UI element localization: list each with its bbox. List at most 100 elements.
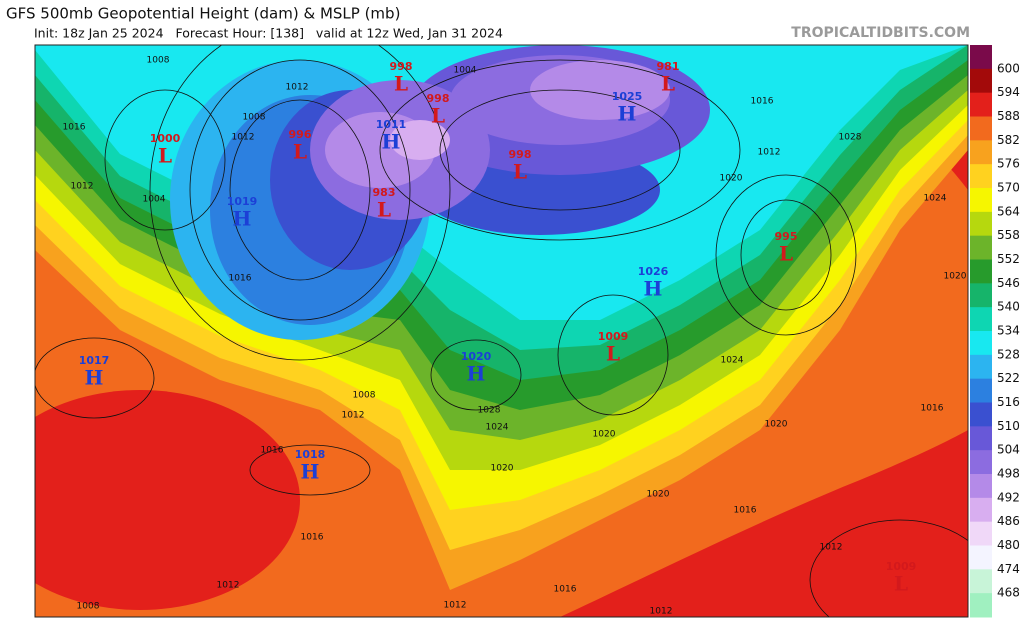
colorbar-label: 522	[997, 371, 1020, 385]
center-letter: H	[233, 207, 252, 231]
isobar-label: 1024	[721, 356, 744, 366]
colorbar-cell	[970, 545, 992, 570]
isobar-label: 1012	[71, 182, 94, 192]
center-letter: H	[382, 130, 401, 154]
colorbar-cell	[970, 211, 992, 237]
colorbar-label: 588	[997, 109, 1020, 123]
center-letter: L	[606, 342, 620, 366]
colorbar-cell	[970, 474, 992, 499]
isobar-label: 1008	[243, 113, 266, 123]
center-value: 1009	[886, 560, 917, 573]
center-value: 1011	[376, 118, 407, 131]
colorbar-cell	[970, 92, 992, 117]
center-value: 996	[289, 128, 312, 141]
map-frame	[34, 44, 969, 618]
colorbar-label: 534	[997, 324, 1020, 338]
colorbar-label: 552	[997, 252, 1020, 266]
colorbar-cell	[970, 164, 992, 189]
isobar	[35, 337, 155, 419]
watermark: TROPICALTIDBITS.COM	[791, 25, 970, 41]
colorbar-cell	[970, 68, 992, 94]
isobar	[557, 294, 669, 416]
colorbar-label: 486	[997, 514, 1020, 528]
isobar-label: 1012	[758, 148, 781, 158]
center-letter: L	[661, 72, 675, 96]
center-letter: H	[301, 460, 320, 484]
colorbar-label: 468	[997, 586, 1020, 600]
subtitle: Init: 18z Jan 25 2024 Forecast Hour: [13…	[34, 26, 503, 41]
colorbar-label: 480	[997, 538, 1020, 552]
isobar	[715, 174, 857, 336]
colorbar-label: 474	[997, 562, 1020, 576]
isobar	[149, 45, 451, 361]
center-letter: L	[431, 104, 445, 128]
isobar-label: 1020	[944, 272, 967, 282]
center-value: 1017	[79, 354, 110, 367]
isobar-label: 1012	[820, 543, 843, 553]
center-value: 983	[373, 186, 396, 199]
center-value: 1020	[461, 350, 492, 363]
colorbar-cell	[970, 521, 992, 546]
center-letter: H	[644, 277, 663, 301]
colorbar-cell	[970, 593, 992, 618]
colorbar-cell	[970, 378, 992, 403]
isobar	[229, 99, 371, 281]
center-letter: H	[85, 366, 104, 390]
center-letter: H	[618, 102, 637, 126]
isobar-label: 1008	[353, 391, 376, 401]
colorbar: 600 594 588 582 576 570 564 558 552 546 540 534 528 5…	[970, 45, 1020, 618]
isobar-label: 1004	[143, 195, 166, 205]
colorbar-cell	[970, 235, 992, 260]
isobar-label: 1016	[301, 533, 324, 543]
colorbar-label: 582	[997, 133, 1020, 147]
isobar-label: 1020	[593, 430, 616, 440]
colorbar-label: 510	[997, 419, 1020, 433]
colorbar-cell	[970, 497, 992, 523]
center-value: 998	[390, 60, 413, 73]
colorbar-cell	[970, 283, 992, 308]
colorbar-cell	[970, 569, 992, 594]
center-value: 1009	[598, 330, 629, 343]
isobar-label: 1020	[720, 174, 743, 184]
isobar-label: 1016	[229, 274, 252, 284]
colorbar-label: 576	[997, 157, 1020, 171]
isobar-label: 1020	[647, 490, 670, 500]
isobar-label: 1012	[444, 601, 467, 611]
center-letter: L	[377, 198, 391, 222]
isobar	[104, 89, 226, 231]
center-value: 1018	[295, 448, 326, 461]
isobar-label: 1016	[751, 97, 774, 107]
colorbar-label: 600	[997, 61, 1020, 75]
colorbar-cell	[970, 307, 992, 332]
center-letter: L	[158, 144, 172, 168]
height-band	[35, 390, 300, 610]
colorbar-label: 528	[997, 347, 1020, 361]
colorbar-label: 558	[997, 228, 1020, 242]
colorbar-cell	[970, 402, 992, 427]
center-value: 998	[427, 92, 450, 105]
center-value: 1025	[612, 90, 643, 103]
colorbar-label: 516	[997, 395, 1020, 409]
isobar-label: 1020	[491, 464, 514, 474]
center-value: 1000	[150, 132, 181, 145]
center-value: 998	[509, 148, 532, 161]
colorbar-label: 504	[997, 443, 1020, 457]
isobar-label: 1012	[217, 581, 240, 591]
center-letter: L	[779, 242, 793, 266]
center-letter: L	[894, 572, 908, 596]
center-letter: H	[467, 362, 486, 386]
isobar-label: 1020	[765, 420, 788, 430]
colorbar-cell	[970, 450, 992, 475]
isobar	[189, 59, 411, 321]
isobar-label: 1012	[650, 607, 673, 617]
isobar-label: 1024	[486, 423, 509, 433]
center-letter: L	[293, 140, 307, 164]
colorbar-label: 564	[997, 204, 1020, 218]
colorbar-cell	[970, 426, 992, 451]
colorbar-label: 498	[997, 467, 1020, 481]
colorbar-cell	[970, 140, 992, 165]
isobar-label: 1028	[478, 406, 501, 416]
map	[35, 45, 968, 617]
